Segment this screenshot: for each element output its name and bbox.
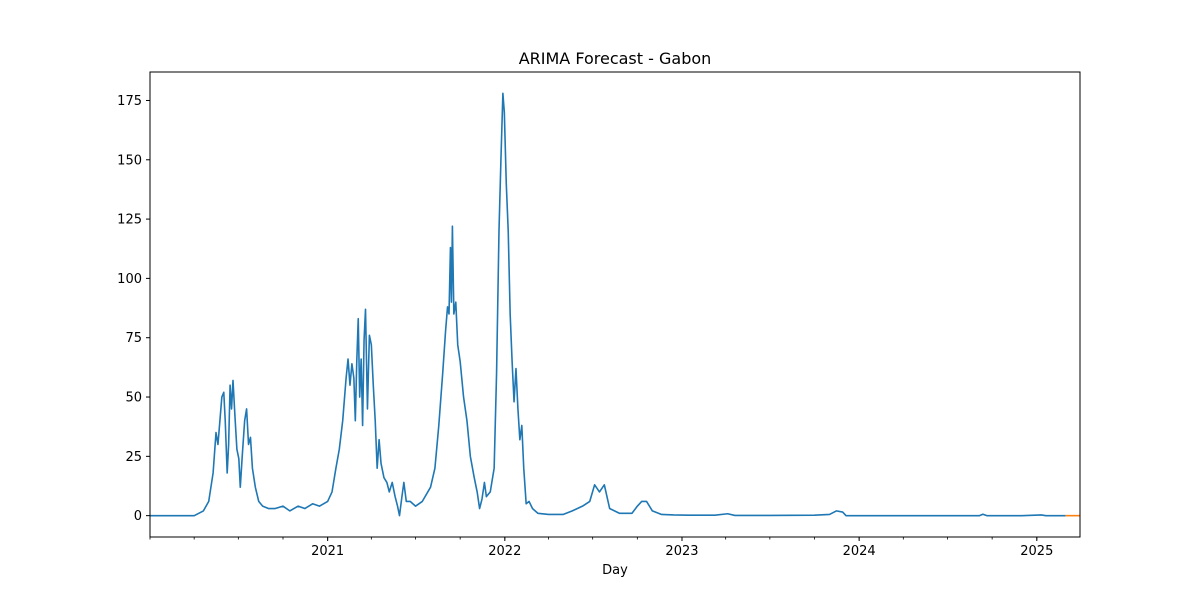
y-tick-label: 75	[125, 331, 142, 346]
y-tick-label: 0	[134, 509, 142, 524]
x-axis: 2021 2022 2023 2024 2025	[149, 537, 1053, 559]
x-tick-label: 2024	[843, 544, 876, 559]
y-tick-label: 150	[117, 153, 142, 168]
x-tick-label: 2023	[665, 544, 698, 559]
plot-frame	[149, 71, 1081, 538]
y-tick-label: 100	[117, 272, 142, 287]
y-tick-label: 25	[125, 450, 142, 465]
plot-area	[150, 92, 1080, 517]
y-tick-label: 50	[125, 391, 142, 406]
y-tick-label: 175	[117, 94, 142, 109]
x-tick-label: 2021	[311, 544, 344, 559]
chart-title: ARIMA Forecast - Gabon	[519, 49, 712, 68]
x-tick-label: 2022	[488, 544, 521, 559]
series-1-line	[150, 92, 1066, 517]
x-tick-label: 2025	[1020, 544, 1053, 559]
x-axis-label: Day	[602, 563, 628, 578]
y-tick-label: 125	[117, 213, 142, 228]
y-axis: 0 25 50 75 100 125 150 175	[117, 94, 150, 524]
